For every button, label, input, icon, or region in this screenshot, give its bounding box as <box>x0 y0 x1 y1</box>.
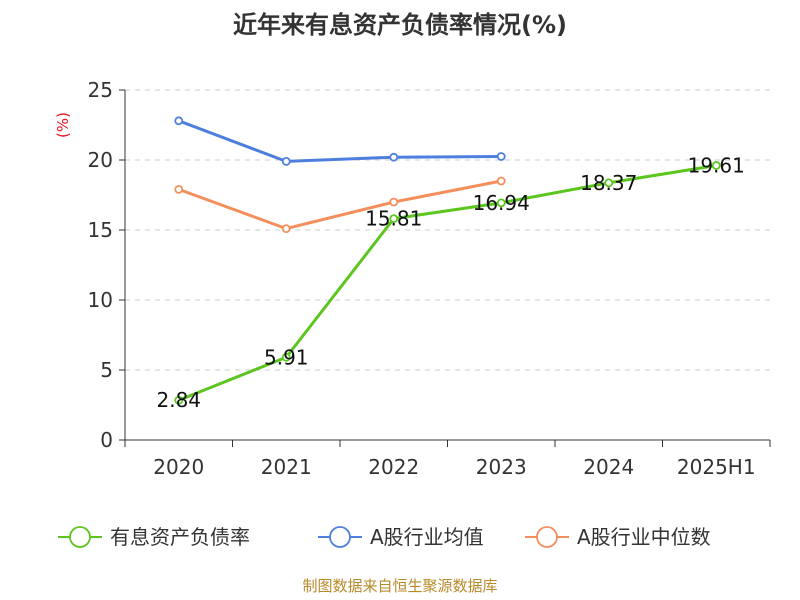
legend-label: A股行业中位数 <box>577 525 711 549</box>
legend-marker <box>69 526 91 548</box>
data-point[interactable] <box>389 197 399 207</box>
data-label: 19.61 <box>688 153 745 177</box>
y-axis-label: (%) <box>54 112 72 138</box>
series-1 <box>174 116 506 166</box>
data-point[interactable] <box>496 176 506 186</box>
legend-item-1[interactable]: A股行业均值 <box>318 525 484 549</box>
data-point[interactable] <box>496 152 506 161</box>
data-labels: 2.84 5.91 15.81 16.94 18.37 19.61 <box>156 153 744 412</box>
chart-title: 近年来有息资产负债率情况(%) <box>233 11 567 39</box>
series-line <box>178 163 717 402</box>
data-point[interactable] <box>496 198 506 208</box>
y-tick-label: 15 <box>88 218 113 242</box>
axes <box>119 89 771 447</box>
x-tick-label: 2022 <box>368 455 419 479</box>
y-tick-label: 5 <box>100 358 113 382</box>
y-tick-labels: 0 5 10 15 20 25 <box>88 78 113 452</box>
series-line <box>178 119 502 163</box>
legend-label: 有息资产负债率 <box>110 525 250 549</box>
data-label: 18.37 <box>580 171 637 195</box>
data-point[interactable] <box>174 116 184 126</box>
y-tick-label: 0 <box>100 428 113 452</box>
data-label: 5.91 <box>264 345 309 369</box>
data-point[interactable] <box>389 214 399 224</box>
legend[interactable]: 有息资产负债率 A股行业均值 A股行业中位数 <box>58 525 711 549</box>
legend-label: A股行业均值 <box>370 525 484 549</box>
x-tick-label: 2025H1 <box>677 455 756 479</box>
series-line <box>178 179 502 231</box>
x-tick-label: 2020 <box>153 455 204 479</box>
series-2 <box>174 176 506 234</box>
grid-lines <box>125 89 770 371</box>
data-point[interactable] <box>174 184 184 194</box>
legend-marker <box>329 526 351 548</box>
legend-item-2[interactable]: A股行业中位数 <box>525 525 711 549</box>
data-point[interactable] <box>174 395 184 405</box>
x-tick-label: 2021 <box>261 455 312 479</box>
x-tick-label: 2023 <box>476 455 527 479</box>
legend-item-0[interactable]: 有息资产负债率 <box>58 525 250 549</box>
legend-marker <box>536 526 558 548</box>
data-point[interactable] <box>281 352 291 362</box>
data-point[interactable] <box>604 178 614 188</box>
series-0 <box>174 161 721 405</box>
y-tick-label: 25 <box>88 78 113 102</box>
data-point[interactable] <box>281 156 291 166</box>
y-tick-label: 20 <box>88 148 113 172</box>
y-tick-label: 10 <box>88 288 113 312</box>
data-point[interactable] <box>389 152 399 162</box>
series-group <box>174 116 721 405</box>
data-label: 2.84 <box>156 388 201 412</box>
source-note: 制图数据来自恒生聚源数据库 <box>302 577 497 595</box>
x-tick-label: 2024 <box>583 455 634 479</box>
x-tick-labels: 2020 2021 2022 2023 2024 2025H1 <box>153 455 755 479</box>
data-point[interactable] <box>281 224 291 234</box>
data-point[interactable] <box>711 161 721 170</box>
data-label: 15.81 <box>365 207 422 231</box>
data-label: 16.94 <box>473 191 530 215</box>
